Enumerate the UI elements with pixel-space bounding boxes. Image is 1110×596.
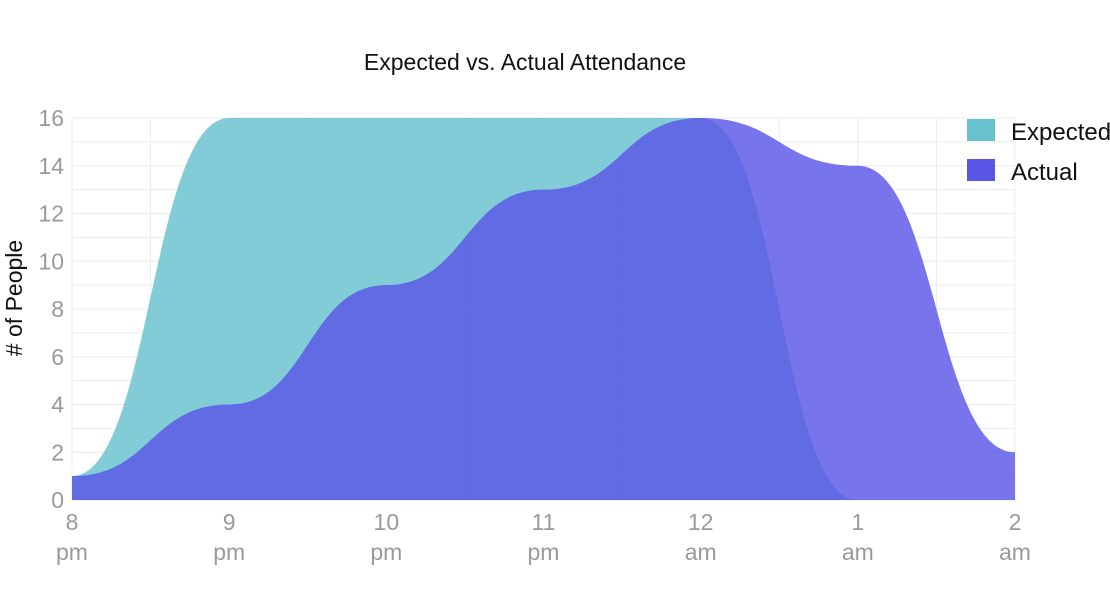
x-tick: 12 am: [685, 509, 717, 565]
x-tick-label: 9: [223, 509, 236, 535]
x-tick: 8 pm: [56, 509, 88, 565]
y-axis-label: # of People: [1, 240, 27, 356]
legend-label: Expected: [1011, 119, 1110, 146]
y-tick-label: 6: [51, 344, 64, 370]
x-tick-label: 11: [532, 509, 556, 535]
chart-title: Expected vs. Actual Attendance: [364, 49, 686, 75]
y-tick-label: 4: [51, 392, 64, 418]
legend[interactable]: Expected Actual: [967, 119, 1110, 186]
x-axis-ticks: 8 pm 9 pm 10 pm 11 pm 12 am 1 am 2 am: [56, 509, 1031, 565]
legend-item-expected[interactable]: Expected: [967, 119, 1110, 146]
x-tick-sublabel: pm: [213, 539, 245, 565]
x-tick-sublabel: am: [685, 539, 717, 565]
x-tick-sublabel: pm: [528, 539, 560, 565]
x-tick-label: 12: [688, 509, 714, 535]
x-tick: 10 pm: [370, 509, 402, 565]
legend-label: Actual: [1011, 159, 1078, 186]
x-tick-sublabel: pm: [370, 539, 402, 565]
x-tick-sublabel: pm: [56, 539, 88, 565]
y-axis-ticks: 0 2 4 6 8 10 12 14 16: [38, 105, 64, 513]
y-tick-label: 10: [38, 248, 64, 274]
x-tick-label: 10: [374, 509, 400, 535]
x-tick-sublabel: am: [842, 539, 874, 565]
legend-swatch: [967, 119, 995, 141]
y-tick-label: 0: [51, 487, 64, 513]
x-tick-label: 1: [851, 509, 864, 535]
y-tick-label: 16: [38, 105, 64, 131]
x-tick-label: 8: [66, 509, 79, 535]
x-tick: 1 am: [842, 509, 874, 565]
y-tick-label: 14: [38, 153, 64, 179]
legend-item-actual[interactable]: Actual: [967, 159, 1078, 186]
plot-areas: [72, 118, 1015, 500]
y-tick-label: 12: [38, 201, 64, 227]
y-tick-label: 8: [51, 296, 64, 322]
area-actual[interactable]: [72, 118, 1015, 500]
x-tick: 2 am: [999, 509, 1031, 565]
x-tick: 9 pm: [213, 509, 245, 565]
x-tick-sublabel: am: [999, 539, 1031, 565]
legend-swatch: [967, 159, 995, 181]
y-tick-label: 2: [51, 439, 64, 465]
x-tick: 11 pm: [528, 509, 560, 565]
x-tick-label: 2: [1009, 509, 1022, 535]
